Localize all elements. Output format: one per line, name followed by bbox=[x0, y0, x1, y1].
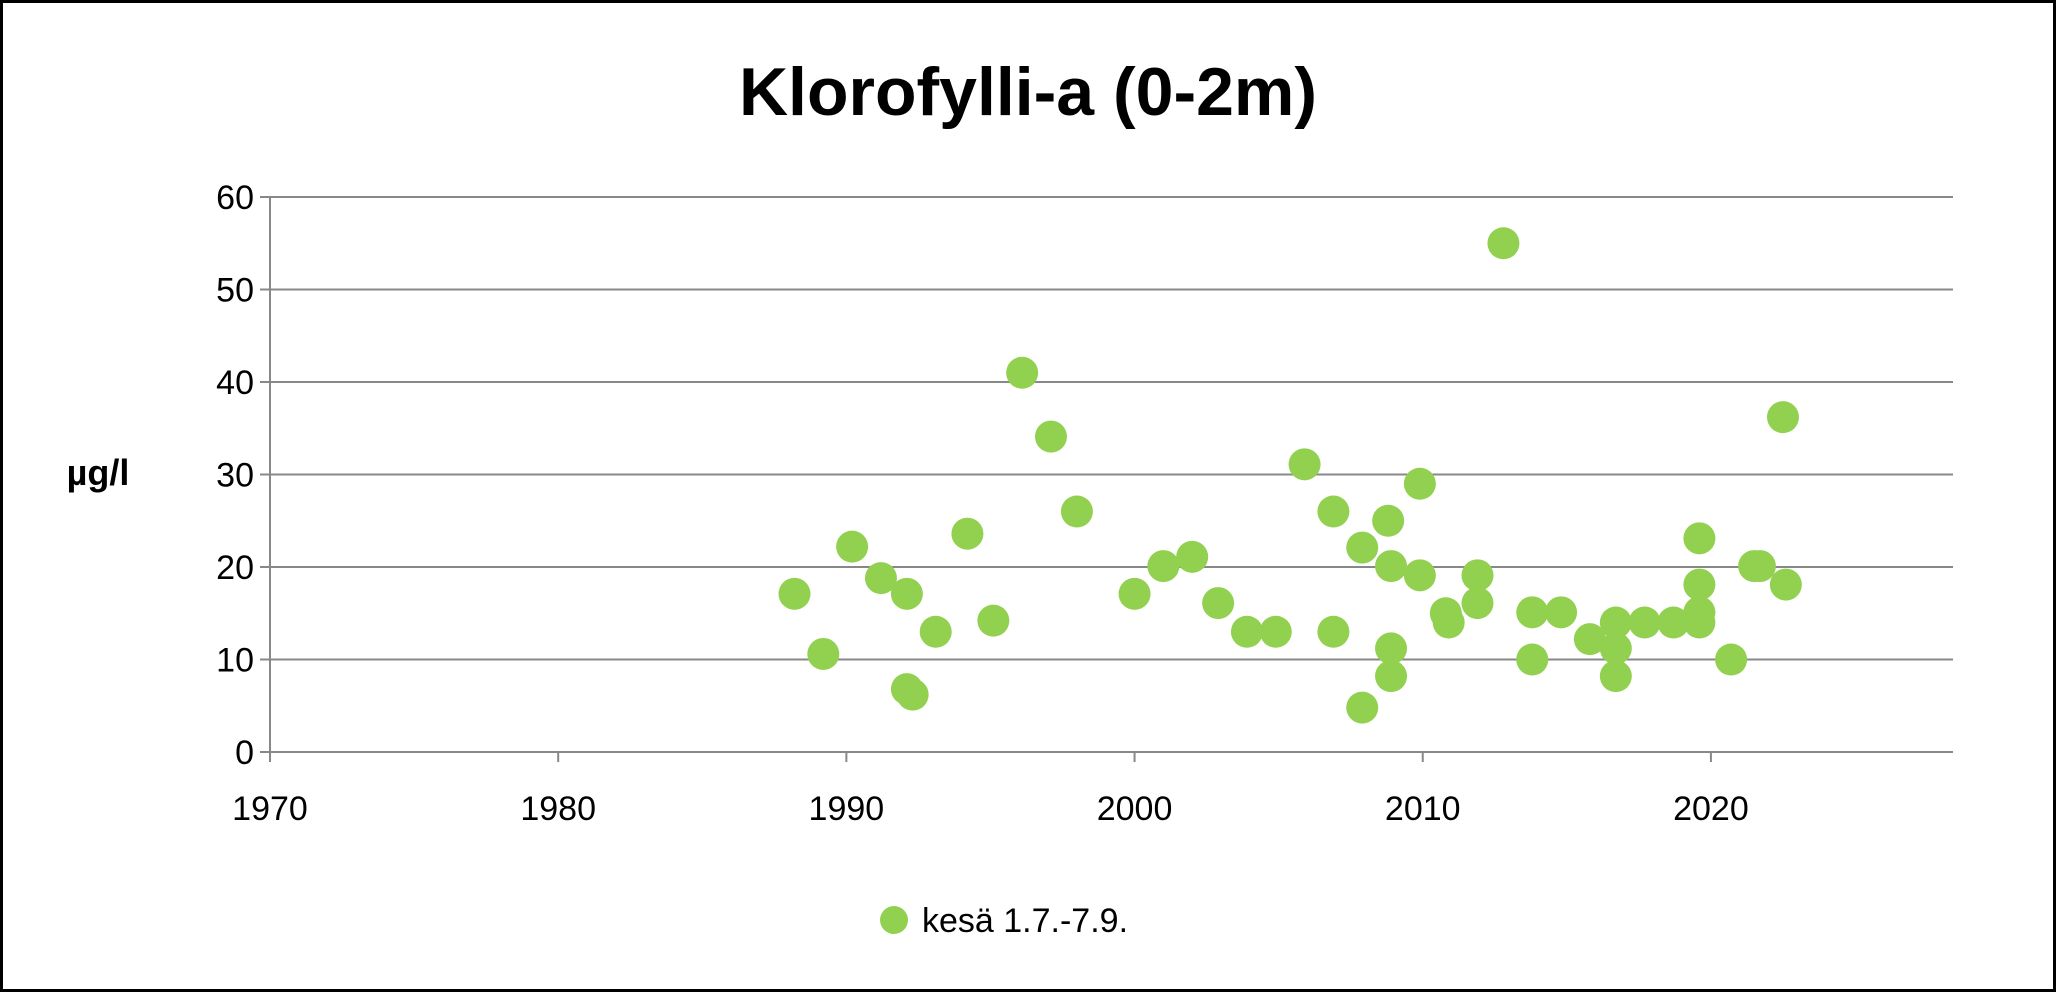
data-point bbox=[1683, 568, 1716, 601]
chart-title: Klorofylli-a (0-2m) bbox=[739, 54, 1317, 130]
data-point bbox=[1461, 587, 1494, 620]
data-point bbox=[1599, 632, 1632, 665]
tick-labels: 0 10 20 30 40 50 60 1970 1980 1990 2000 2010 2020 bbox=[216, 179, 1749, 828]
data-point bbox=[1006, 356, 1039, 389]
data-point bbox=[1683, 606, 1716, 639]
data-point bbox=[1683, 522, 1716, 555]
gridlines bbox=[270, 196, 1953, 661]
data-point bbox=[890, 577, 923, 610]
data-point bbox=[1317, 615, 1350, 648]
data-point bbox=[1743, 550, 1776, 583]
data-point bbox=[919, 615, 952, 648]
y-tick-label: 60 bbox=[216, 179, 254, 217]
data-point bbox=[1487, 227, 1520, 260]
data-point bbox=[1147, 550, 1180, 583]
x-tick-label: 2000 bbox=[1097, 790, 1173, 828]
data-point bbox=[1372, 504, 1405, 537]
data-point bbox=[1599, 660, 1632, 693]
legend-marker bbox=[880, 906, 908, 934]
data-point bbox=[807, 637, 840, 670]
data-point bbox=[1034, 420, 1067, 453]
data-point bbox=[1375, 660, 1408, 693]
legend-label: kesä 1.7.-7.9. bbox=[922, 902, 1128, 940]
data-point bbox=[1176, 540, 1209, 573]
data-point bbox=[896, 678, 929, 711]
data-point bbox=[1317, 495, 1350, 528]
data-point bbox=[1403, 467, 1436, 500]
data-point bbox=[1599, 606, 1632, 639]
data-point bbox=[1060, 495, 1093, 528]
x-tick-label: 2010 bbox=[1385, 790, 1461, 828]
data-point bbox=[864, 562, 897, 595]
data-point bbox=[1545, 596, 1578, 629]
data-point bbox=[1516, 643, 1549, 676]
data-point bbox=[1766, 401, 1799, 434]
data-point bbox=[1403, 559, 1436, 592]
data-point bbox=[1573, 623, 1606, 656]
data-point bbox=[1259, 615, 1292, 648]
data-point bbox=[1375, 550, 1408, 583]
y-tick-label: 0 bbox=[235, 734, 254, 772]
data-point bbox=[1346, 691, 1379, 724]
data-point bbox=[1118, 577, 1151, 610]
y-tick-label: 50 bbox=[216, 272, 254, 310]
x-tick-label: 1990 bbox=[809, 790, 885, 828]
data-point bbox=[1375, 632, 1408, 665]
data-point bbox=[1432, 606, 1465, 639]
data-point bbox=[1346, 531, 1379, 564]
y-tick-label: 40 bbox=[216, 364, 254, 402]
y-tick-label: 10 bbox=[216, 642, 254, 680]
data-point bbox=[1230, 615, 1263, 648]
data-point bbox=[1516, 596, 1549, 629]
data-point bbox=[1715, 643, 1748, 676]
data-point bbox=[1288, 448, 1321, 481]
y-axis-label: µg/l bbox=[67, 452, 130, 493]
data-point bbox=[836, 530, 869, 563]
data-point bbox=[1628, 606, 1661, 639]
x-tick-label: 2020 bbox=[1673, 790, 1749, 828]
axes bbox=[260, 196, 1953, 762]
data-point bbox=[1202, 587, 1235, 620]
data-point bbox=[951, 517, 984, 550]
data-point bbox=[1657, 606, 1690, 639]
data-point bbox=[778, 577, 811, 610]
legend: kesä 1.7.-7.9. bbox=[880, 902, 1128, 940]
data-points bbox=[778, 227, 1802, 724]
y-tick-label: 20 bbox=[216, 549, 254, 587]
data-point bbox=[1769, 568, 1802, 601]
data-point bbox=[1461, 559, 1494, 592]
data-point bbox=[977, 604, 1010, 637]
x-tick-label: 1980 bbox=[520, 790, 596, 828]
y-tick-label: 30 bbox=[216, 457, 254, 495]
x-tick-label: 1970 bbox=[232, 790, 308, 828]
